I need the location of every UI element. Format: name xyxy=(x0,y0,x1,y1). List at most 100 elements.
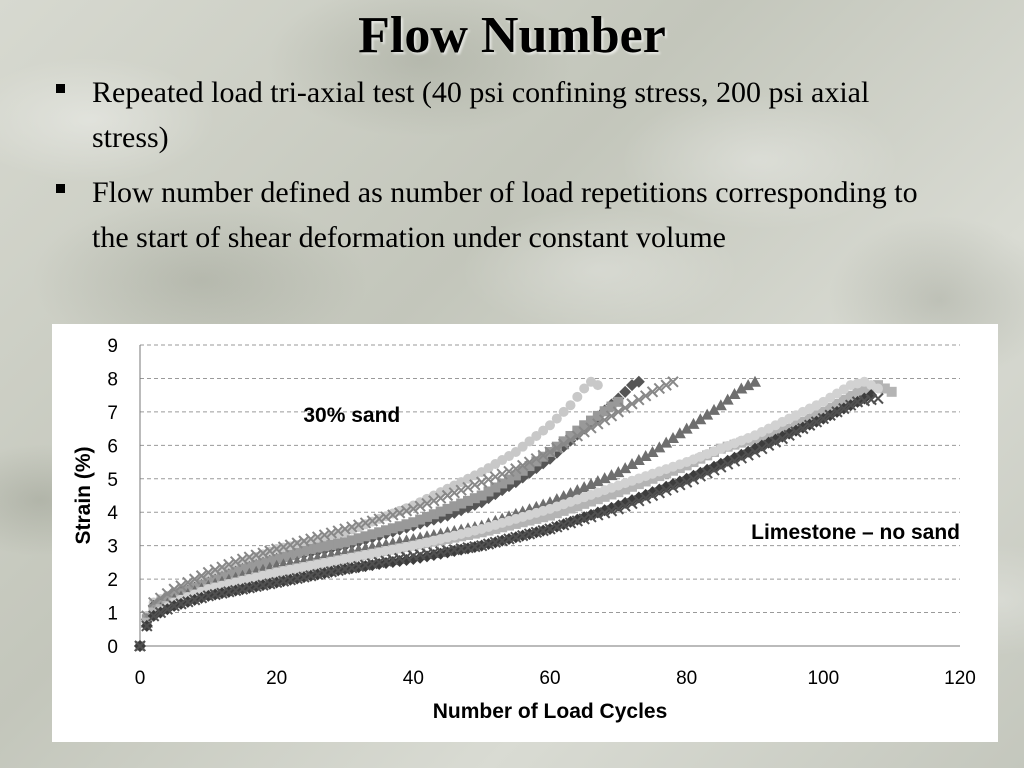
y-tick-label: 1 xyxy=(107,604,118,625)
data-point xyxy=(598,507,611,519)
data-point xyxy=(455,484,467,496)
data-point xyxy=(188,573,201,585)
data-point xyxy=(585,511,597,523)
data-point xyxy=(456,498,467,509)
data-point xyxy=(592,410,603,421)
data-point xyxy=(626,379,638,392)
data-point xyxy=(619,462,632,474)
data-point xyxy=(332,525,344,537)
data-point xyxy=(393,507,406,519)
data-point xyxy=(312,542,323,553)
data-point xyxy=(749,375,761,387)
data-point xyxy=(803,419,816,431)
data-point xyxy=(381,525,391,536)
data-point xyxy=(687,473,700,485)
data-point xyxy=(482,473,495,486)
data-point xyxy=(422,511,432,522)
data-point xyxy=(435,506,446,517)
data-point xyxy=(606,489,617,500)
data-point xyxy=(298,535,310,547)
data-point xyxy=(538,512,549,523)
data-point xyxy=(653,441,666,453)
data-point xyxy=(605,505,618,517)
data-point xyxy=(708,464,720,476)
data-point xyxy=(831,406,843,418)
y-tick-label: 9 xyxy=(107,336,118,357)
data-point xyxy=(599,491,610,502)
x-tick-label: 100 xyxy=(807,668,839,689)
data-point xyxy=(407,503,420,515)
data-point xyxy=(497,478,508,489)
data-point xyxy=(653,382,666,395)
data-point xyxy=(749,446,761,458)
data-point xyxy=(667,431,679,443)
data-point xyxy=(606,401,617,412)
data-point xyxy=(476,490,487,501)
data-point xyxy=(694,413,707,425)
data-point xyxy=(838,394,849,405)
data-point xyxy=(701,408,714,420)
data-point xyxy=(244,562,255,573)
data-point xyxy=(517,441,528,452)
x-axis-title: Number of Load Cycles xyxy=(433,700,668,723)
data-point xyxy=(578,481,591,493)
data-point xyxy=(489,471,502,483)
data-point xyxy=(270,543,283,555)
data-point xyxy=(530,453,543,465)
data-point xyxy=(571,430,584,442)
x-tick-label: 40 xyxy=(403,668,424,689)
data-point xyxy=(673,427,686,439)
y-tick-label: 4 xyxy=(107,503,118,524)
data-point xyxy=(482,538,495,550)
data-point xyxy=(605,410,618,422)
data-point xyxy=(340,537,350,548)
strain-chart: 0 1 2 3 4 5 6 7 8 9 0 20 40 60 80 100 120 Number of Load … xyxy=(72,336,976,723)
bullet-item: Flow number defined as number of load re… xyxy=(52,170,952,260)
data-point xyxy=(578,426,590,438)
data-point xyxy=(463,495,473,506)
data-point xyxy=(591,475,604,487)
data-point xyxy=(168,583,180,595)
data-point xyxy=(523,528,536,540)
data-point xyxy=(674,479,686,491)
x-tick-label: 120 xyxy=(944,668,976,689)
data-point xyxy=(811,410,822,421)
data-point xyxy=(524,461,535,472)
data-point xyxy=(195,570,208,582)
data-point xyxy=(599,406,610,417)
data-point xyxy=(161,587,174,600)
data-point xyxy=(667,481,679,494)
data-point xyxy=(612,503,625,515)
data-point xyxy=(305,544,316,555)
data-point xyxy=(735,452,748,464)
data-point xyxy=(544,523,556,535)
data-point xyxy=(619,402,631,414)
data-point xyxy=(374,527,385,538)
data-point xyxy=(353,533,364,544)
data-point xyxy=(517,465,528,476)
data-point xyxy=(633,495,645,507)
data-point xyxy=(236,553,249,565)
data-point xyxy=(639,390,652,402)
data-point xyxy=(516,529,529,542)
data-point xyxy=(346,521,358,533)
data-point xyxy=(291,537,303,549)
data-point xyxy=(572,391,583,402)
data-point xyxy=(592,509,604,521)
data-point xyxy=(428,495,440,507)
data-point xyxy=(538,425,549,436)
data-point xyxy=(475,539,488,552)
data-point xyxy=(783,429,795,442)
data-point xyxy=(762,439,775,452)
data-point xyxy=(579,498,590,509)
data-point xyxy=(496,534,508,547)
data-point xyxy=(414,500,426,512)
data-point xyxy=(469,479,481,491)
data-point xyxy=(510,531,522,544)
data-point xyxy=(646,386,659,398)
y-tick-label: 3 xyxy=(107,537,118,558)
data-point xyxy=(639,492,652,504)
data-point xyxy=(202,566,215,579)
data-point xyxy=(318,529,331,541)
data-point xyxy=(565,503,576,514)
